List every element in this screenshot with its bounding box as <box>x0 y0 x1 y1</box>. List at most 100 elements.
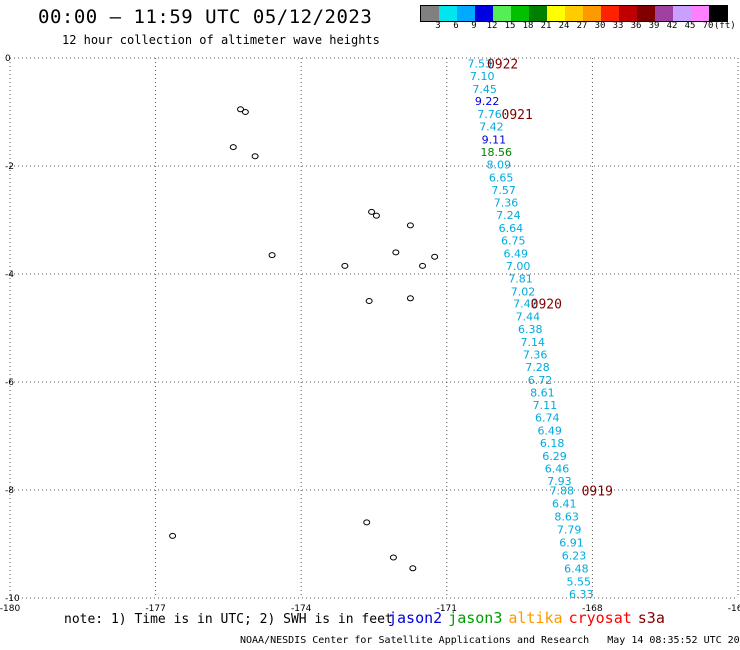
wave-height-value: 8.63 <box>554 510 579 523</box>
legend-swatch <box>601 6 619 21</box>
wave-height-value: 6.29 <box>542 450 567 463</box>
legend-swatch <box>655 6 673 21</box>
legend-label: 12 <box>486 21 498 31</box>
wave-height-value: 6.41 <box>552 498 577 511</box>
legend-label: 30 <box>594 21 606 31</box>
page-title: 00:00 — 11:59 UTC 05/12/2023 <box>38 6 373 28</box>
legend-swatch <box>637 6 655 21</box>
legend-label: 15 <box>504 21 516 31</box>
time-label: 0922 <box>487 57 518 72</box>
island-outline <box>431 253 439 260</box>
wave-height-value: 6.65 <box>489 171 514 184</box>
island-outline <box>268 252 276 259</box>
legend-swatch <box>583 6 601 21</box>
wave-height-value: 8.61 <box>530 386 555 399</box>
legend-swatch <box>511 6 529 21</box>
wave-height-value: 7.45 <box>472 83 497 96</box>
island-outline <box>365 298 373 304</box>
island-outline <box>363 519 371 526</box>
legend-swatch <box>673 6 691 21</box>
time-label: 0920 <box>531 298 562 313</box>
wave-height-value: 6.33 <box>569 588 594 601</box>
x-tick-label: -165 <box>728 604 740 614</box>
wave-height-value: 6.64 <box>499 222 524 235</box>
page-subtitle: 12 hour collection of altimeter wave hei… <box>62 33 380 47</box>
wave-height-value: 6.91 <box>559 536 584 549</box>
x-tick-label: -171 <box>437 604 457 614</box>
island-outline <box>372 212 380 219</box>
legend-label: 3 <box>435 21 441 31</box>
island-outline <box>169 532 177 539</box>
wave-height-value: 7.79 <box>557 523 582 536</box>
island-outline <box>241 109 249 115</box>
y-tick-label: -6 <box>5 378 14 388</box>
wave-height-value: 7.88 <box>550 485 575 498</box>
legend-swatch <box>619 6 637 21</box>
legend-swatch <box>691 6 709 21</box>
legend-swatch <box>547 6 565 21</box>
island-outline <box>406 295 414 302</box>
satellite-name: jason3 <box>448 609 503 627</box>
satellite-name: cryosat <box>568 609 632 627</box>
legend-swatch <box>565 6 583 21</box>
satellite-name: jason2 <box>388 609 443 627</box>
island-outline <box>409 565 417 572</box>
wave-height-value: 6.75 <box>501 235 526 248</box>
wave-height-value: 6.72 <box>528 374 553 387</box>
wave-height-value: 7.14 <box>520 336 545 349</box>
wave-height-value: 7.00 <box>506 260 531 273</box>
x-tick-label: -177 <box>145 604 165 614</box>
legend-swatch <box>529 6 547 21</box>
wave-height-value: 7.93 <box>547 475 572 488</box>
island-outline <box>229 144 237 151</box>
legend-label: 36 <box>630 21 642 31</box>
wave-height-value: 7.28 <box>525 361 550 374</box>
legend-label: 39 <box>648 21 660 31</box>
wave-height-value: 7.81 <box>508 272 533 285</box>
x-tick-label: -180 <box>0 604 20 614</box>
wave-height-value: 9.22 <box>475 95 500 108</box>
wave-height-value: 18.56 <box>481 146 513 159</box>
legend-swatch <box>457 6 475 21</box>
wave-height-value: 7.76 <box>477 108 502 121</box>
island-outline <box>392 249 400 256</box>
wave-height-value: 6.48 <box>564 562 589 575</box>
legend-label: 45 <box>684 21 696 31</box>
wave-height-value: 7.11 <box>533 399 558 412</box>
wave-height-value: 7.02 <box>511 285 536 298</box>
legend-label: 21 <box>540 21 552 31</box>
satellite-legend: jason2 jason3 altika cryosat s3a <box>388 609 671 627</box>
wave-height-value: 7.10 <box>470 70 495 83</box>
legend-label: 33 <box>612 21 624 31</box>
y-tick-label: -4 <box>5 270 14 280</box>
wave-height-value: 6.23 <box>562 549 587 562</box>
time-label: 0919 <box>582 485 613 500</box>
wave-height-value: 7.42 <box>513 298 538 311</box>
wave-height-value: 6.18 <box>540 437 565 450</box>
x-tick-label: -174 <box>291 604 312 614</box>
legend-label: 9 <box>471 21 477 31</box>
wave-height-value: 8.09 <box>486 158 511 171</box>
wave-height-value: 6.38 <box>518 323 543 336</box>
legend-label: 24 <box>558 21 570 31</box>
legend-label: 18 <box>522 21 534 31</box>
wave-height-value: 7.53 <box>468 57 493 70</box>
wave-height-value: 6.49 <box>537 425 562 438</box>
wave-height-value: 6.46 <box>545 462 570 475</box>
wave-height-value: 7.42 <box>479 121 504 134</box>
island-outline <box>406 222 414 229</box>
legend-label: 27 <box>576 21 588 31</box>
y-tick-label: -8 <box>5 486 14 496</box>
wave-height-value: 7.57 <box>491 184 516 197</box>
y-tick-label: -2 <box>5 162 14 172</box>
legend-label: 42 <box>666 21 678 31</box>
legend-swatch <box>475 6 493 21</box>
legend-swatch <box>439 6 457 21</box>
y-tick-label: -10 <box>5 594 20 604</box>
color-legend-bar <box>420 5 728 22</box>
island-outline <box>251 153 259 160</box>
satellite-name: s3a <box>637 609 665 627</box>
time-label: 0921 <box>502 108 533 123</box>
legend-label: 6 <box>453 21 459 31</box>
